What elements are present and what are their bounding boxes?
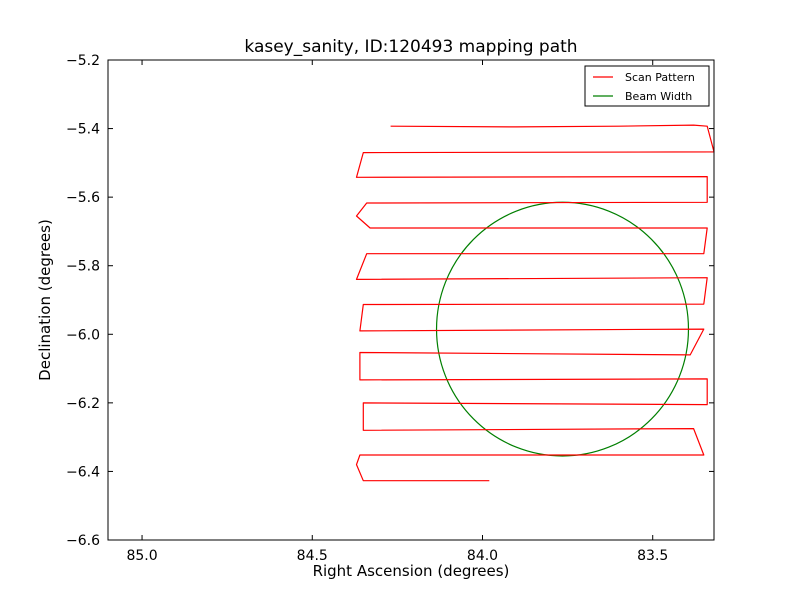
x-axis-label: Right Ascension (degrees) bbox=[313, 562, 510, 580]
ticks-layer: 85.0 84.5 84.0 83.5 −6.6 −6.4 −6.2 −6.0 −5.8 −5.6… bbox=[66, 53, 714, 564]
x-tick-label: 84.5 bbox=[297, 548, 328, 564]
y-tick-label: −5.4 bbox=[66, 122, 100, 138]
y-tick-label: −6.4 bbox=[66, 464, 100, 480]
chart-title: kasey_sanity, ID:120493 mapping path bbox=[244, 37, 577, 57]
legend-label-scan-pattern: Scan Pattern bbox=[625, 71, 695, 84]
legend-label-beam-width: Beam Width bbox=[625, 90, 692, 103]
y-tick-label: −6.0 bbox=[66, 327, 100, 343]
plot-frame bbox=[107, 59, 715, 541]
x-tick-label: 85.0 bbox=[126, 548, 157, 564]
x-tick-label: 84.0 bbox=[467, 548, 498, 564]
legend-box bbox=[584, 65, 710, 107]
x-tick-label: 83.5 bbox=[637, 548, 668, 564]
y-tick-label: −5.8 bbox=[66, 259, 100, 275]
y-tick-label: −5.2 bbox=[66, 53, 100, 69]
series-layer bbox=[355, 124, 715, 482]
legend: Scan Pattern Beam Width bbox=[584, 65, 710, 107]
y-axis-label: Declination (degrees) bbox=[36, 219, 54, 381]
y-tick-label: −6.6 bbox=[66, 533, 100, 549]
plot-area bbox=[108, 60, 714, 540]
y-tick-label: −5.6 bbox=[66, 190, 100, 206]
scan-pattern-line bbox=[355, 124, 715, 482]
y-tick-label: −6.2 bbox=[66, 396, 100, 412]
